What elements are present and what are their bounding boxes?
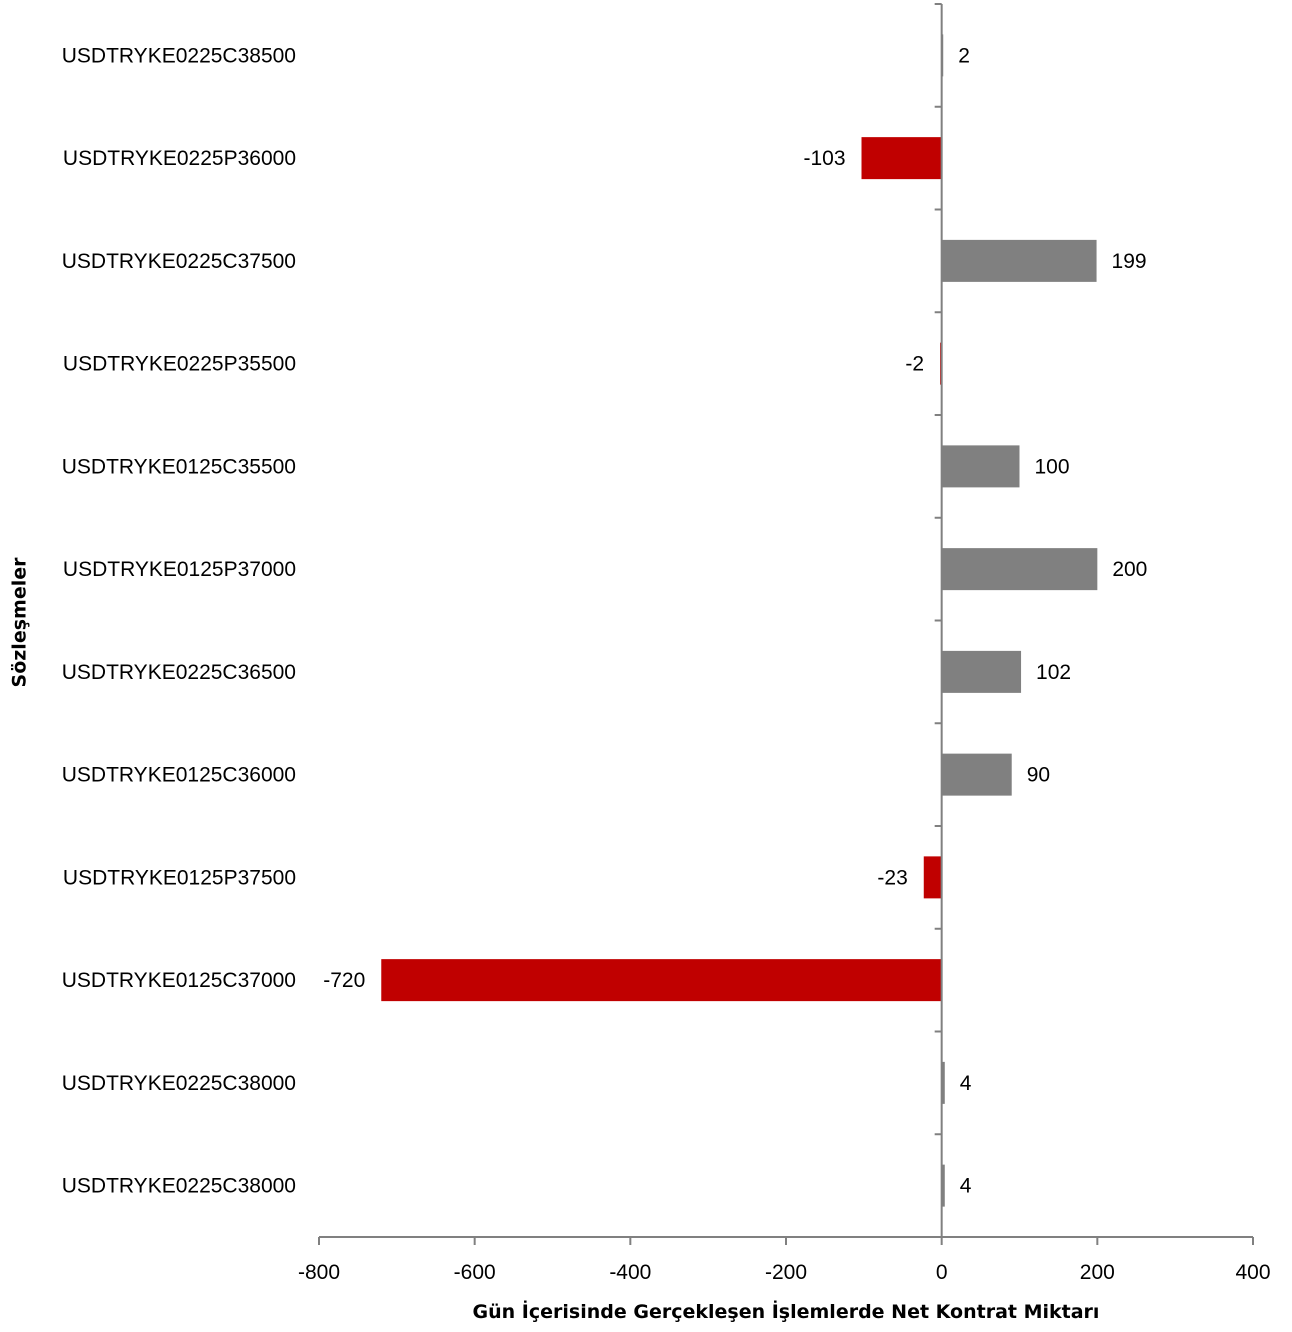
bar-8	[941, 753, 1012, 796]
x-tick-label-3: -200	[765, 1261, 807, 1284]
category-label-12: USDTRYKE0225C38000	[62, 1175, 296, 1198]
x-axis-title: Gün İçerisinde Gerçekleşen İşlemlerde Ne…	[473, 1299, 1100, 1323]
y-ticks-group	[934, 3, 942, 1238]
category-label-7: USDTRYKE0225C36500	[62, 661, 296, 684]
category-label-3: USDTRYKE0225C37500	[62, 250, 296, 273]
category-label-8: USDTRYKE0125C36000	[62, 764, 296, 787]
data-label-12: 4	[960, 1175, 972, 1198]
bar-3	[941, 239, 1097, 282]
x-tick-label-1: -600	[454, 1261, 496, 1284]
y-axis-title: Sözleşmeler	[9, 557, 31, 688]
category-label-5: USDTRYKE0125C35500	[62, 455, 296, 478]
data-label-4: -2	[905, 353, 924, 376]
bar-9	[923, 856, 942, 899]
category-label-9: USDTRYKE0125P37500	[63, 866, 296, 889]
bar-11	[941, 1061, 945, 1104]
bar-6	[941, 548, 1098, 591]
data-label-10: -720	[323, 969, 365, 992]
axes-group	[319, 4, 1253, 1238]
x-tick-label-2: -400	[609, 1261, 651, 1284]
data-label-8: 90	[1027, 764, 1050, 787]
category-label-2: USDTRYKE0225P36000	[63, 147, 296, 170]
category-label-4: USDTRYKE0225P35500	[63, 353, 296, 376]
x-ticks-group: -800 -600 -400 -200 0 200 400	[298, 1237, 1271, 1284]
x-tick-label-6: 400	[1235, 1261, 1270, 1284]
x-tick-label-0: -800	[298, 1261, 340, 1284]
value-labels-group: 2 -103 199 -2 100 200 102 90 -23 -720 4 4	[323, 44, 1147, 1197]
bar-12	[941, 1164, 945, 1207]
bars-group	[381, 34, 1098, 1207]
data-label-11: 4	[960, 1072, 972, 1095]
data-label-1: 2	[958, 44, 970, 67]
data-label-5: 100	[1035, 455, 1070, 478]
bar-5	[941, 445, 1020, 488]
data-label-7: 102	[1036, 661, 1071, 684]
category-label-10: USDTRYKE0125C37000	[62, 969, 296, 992]
bar-10	[381, 959, 942, 1002]
bar-2	[861, 137, 942, 180]
x-tick-label-5: 200	[1080, 1261, 1115, 1284]
bar-7	[941, 650, 1022, 693]
category-label-1: USDTRYKE0225C38500	[62, 44, 296, 67]
data-label-6: 200	[1112, 558, 1147, 581]
category-labels-group: USDTRYKE0225C38500 USDTRYKE0225P36000 USDT…	[62, 44, 296, 1197]
data-label-3: 199	[1112, 250, 1147, 273]
data-label-2: -103	[803, 147, 845, 170]
x-tick-label-4: 0	[936, 1261, 948, 1284]
category-label-6: USDTRYKE0125P37000	[63, 558, 296, 581]
category-label-11: USDTRYKE0225C38000	[62, 1072, 296, 1095]
data-label-9: -23	[877, 866, 907, 889]
